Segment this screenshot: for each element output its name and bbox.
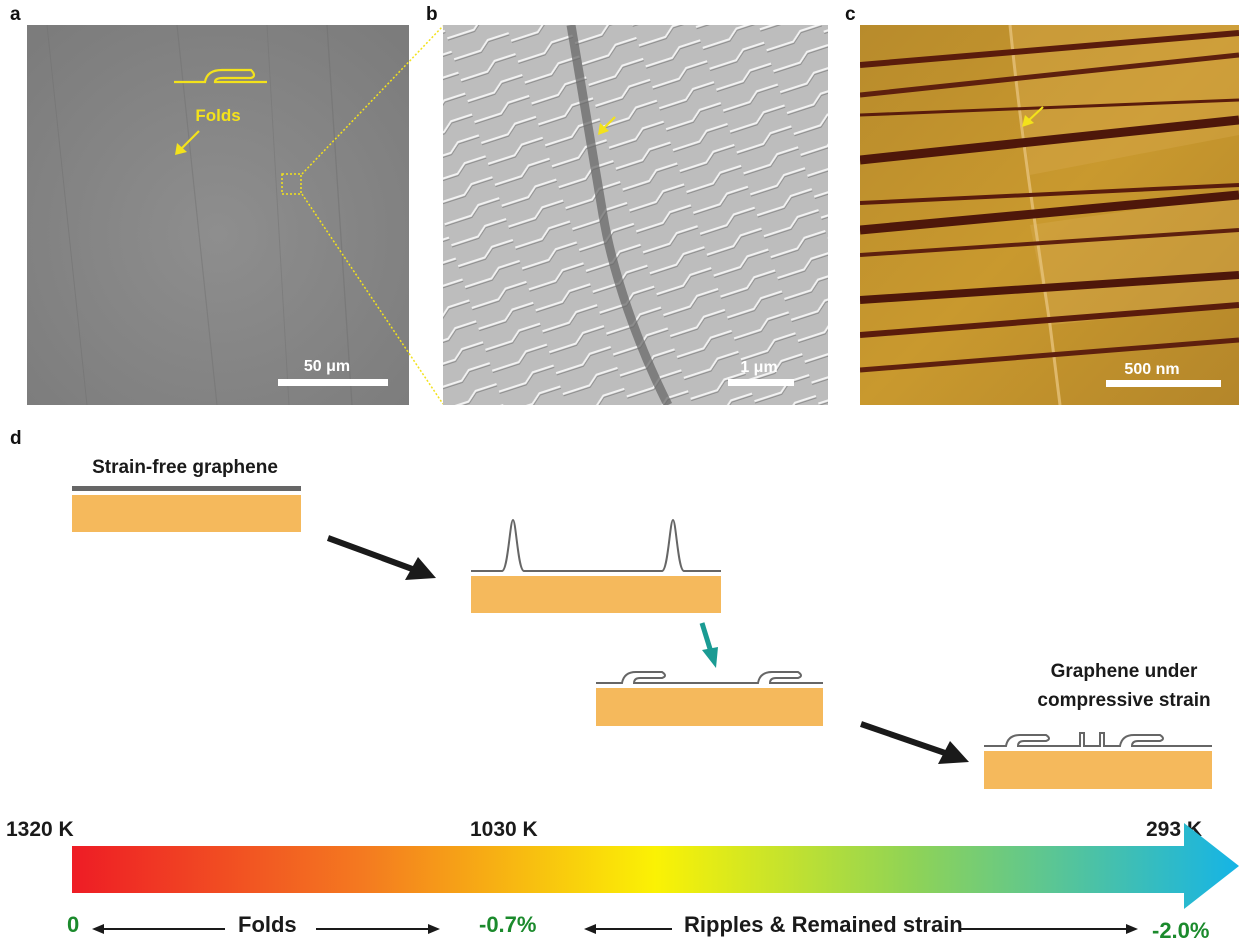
substrate-2	[471, 576, 721, 613]
panel-a-sem-image: Folds 50 μm	[27, 25, 409, 405]
substrate-4	[984, 751, 1212, 789]
strain-mid-label: -0.7%	[479, 912, 537, 937]
graphene-wrinkles	[471, 518, 721, 572]
regime-ripples-label: Ripples & Remained strain	[684, 912, 963, 937]
panel-c-letter: c	[845, 4, 856, 25]
strain-free-label: Strain-free graphene	[92, 457, 278, 478]
scale-bar-c	[1106, 380, 1221, 387]
folds-annotation: Folds	[195, 106, 240, 125]
substrate-1	[72, 495, 301, 532]
panel-a-letter: a	[10, 4, 21, 25]
panel-d-schematic: Strain-free graphene Graphene under comp…	[72, 457, 1212, 789]
scale-bar-label-c: 500 nm	[1124, 361, 1179, 378]
strain-end-label: -2.0%	[1152, 918, 1210, 943]
strain-start-label: 0	[67, 912, 80, 937]
panel-b-letter: b	[426, 4, 438, 25]
graphene-folds	[596, 671, 823, 684]
scale-bar-label-a: 50 μm	[304, 358, 350, 375]
temp-mid-label: 1030 K	[470, 818, 538, 841]
scale-bar-a	[278, 379, 388, 386]
panel-c-afm-image: 500 nm	[860, 25, 1239, 405]
regime-arrows	[92, 924, 1138, 934]
temperature-gradient-arrow	[72, 823, 1239, 909]
regime-folds-label: Folds	[238, 912, 297, 937]
graphene-layer-flat	[72, 486, 301, 491]
scale-bar-b	[728, 379, 794, 386]
panel-b-sem-image: 1 μm	[443, 25, 828, 405]
compressive-label-line2: compressive strain	[1037, 690, 1210, 711]
panel-d-letter: d	[10, 428, 22, 449]
compressive-label-line1: Graphene under	[1051, 661, 1198, 682]
scale-bar-label-b: 1 μm	[740, 359, 777, 376]
graphene-folds-ripples	[984, 732, 1212, 747]
zoom-region-box	[281, 173, 302, 195]
zoom-lines	[301, 25, 444, 405]
temp-start-label: 1320 K	[6, 818, 74, 841]
substrate-3	[596, 688, 823, 726]
fold-icon	[174, 68, 267, 84]
